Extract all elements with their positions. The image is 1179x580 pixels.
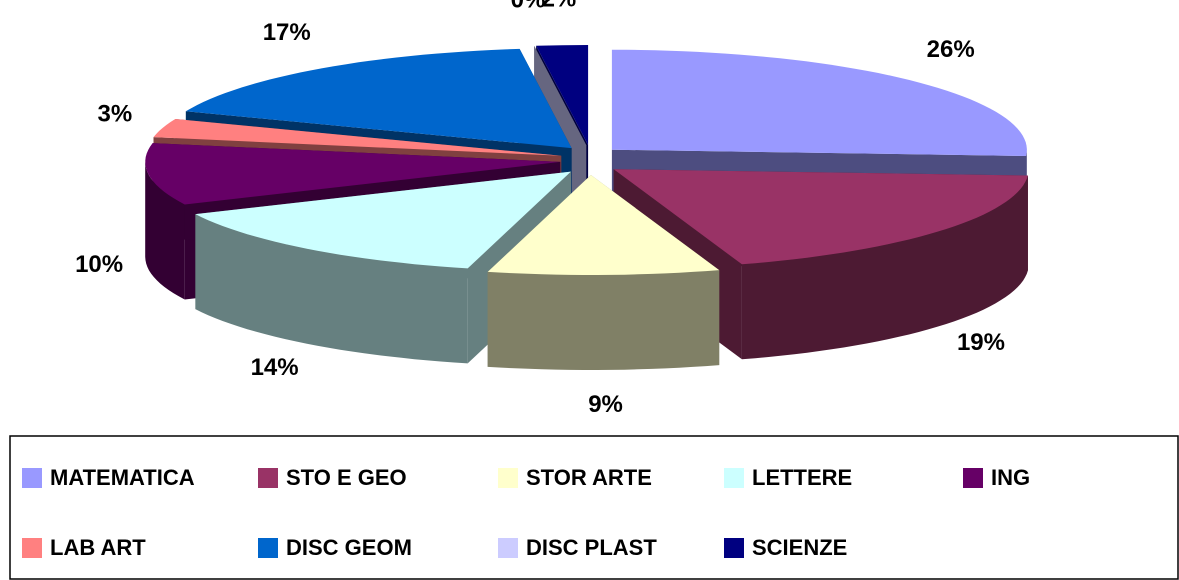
legend-label: DISC PLAST bbox=[526, 535, 657, 560]
data-label: 19% bbox=[957, 329, 1005, 356]
legend-swatch bbox=[724, 468, 744, 488]
legend-swatch bbox=[963, 468, 983, 488]
legend-swatch bbox=[22, 468, 42, 488]
slice bbox=[487, 175, 720, 370]
legend-swatch bbox=[724, 538, 744, 558]
slice-wall bbox=[145, 161, 185, 300]
legend-swatch bbox=[498, 468, 518, 488]
slice-top bbox=[534, 45, 587, 146]
legend-swatch bbox=[258, 538, 278, 558]
legend-label: ING bbox=[991, 465, 1030, 490]
legend-label: MATEMATICA bbox=[50, 465, 195, 490]
slice-top bbox=[195, 171, 571, 269]
data-label: 17% bbox=[263, 19, 311, 46]
slice-top bbox=[611, 49, 1027, 157]
legend-label: STOR ARTE bbox=[526, 465, 652, 490]
data-label: 0% bbox=[511, 0, 546, 14]
slice-top bbox=[145, 143, 561, 205]
data-label: 26% bbox=[927, 36, 975, 63]
slice-wall bbox=[195, 214, 468, 364]
data-label: 2% bbox=[542, 0, 577, 13]
legend-label: SCIENZE bbox=[752, 535, 847, 560]
slice-top bbox=[536, 45, 589, 145]
slice-top bbox=[613, 169, 1028, 265]
data-label: 14% bbox=[251, 354, 299, 381]
legend-label: LETTERE bbox=[752, 465, 852, 490]
slice-wall bbox=[487, 270, 720, 370]
slice-wall bbox=[741, 175, 1028, 360]
slice-top bbox=[153, 119, 562, 156]
data-label: 3% bbox=[98, 101, 133, 128]
slice-top bbox=[487, 175, 720, 275]
data-label: 10% bbox=[75, 251, 123, 278]
legend-swatch bbox=[258, 468, 278, 488]
legend-label: DISC GEOM bbox=[286, 535, 412, 560]
legend-box bbox=[9, 435, 1179, 580]
slice-top bbox=[185, 48, 572, 149]
data-label: 9% bbox=[588, 391, 623, 418]
legend-swatch bbox=[22, 538, 42, 558]
legend-label: STO E GEO bbox=[286, 465, 407, 490]
legend-label: LAB ART bbox=[50, 535, 146, 560]
legend-swatch bbox=[498, 538, 518, 558]
